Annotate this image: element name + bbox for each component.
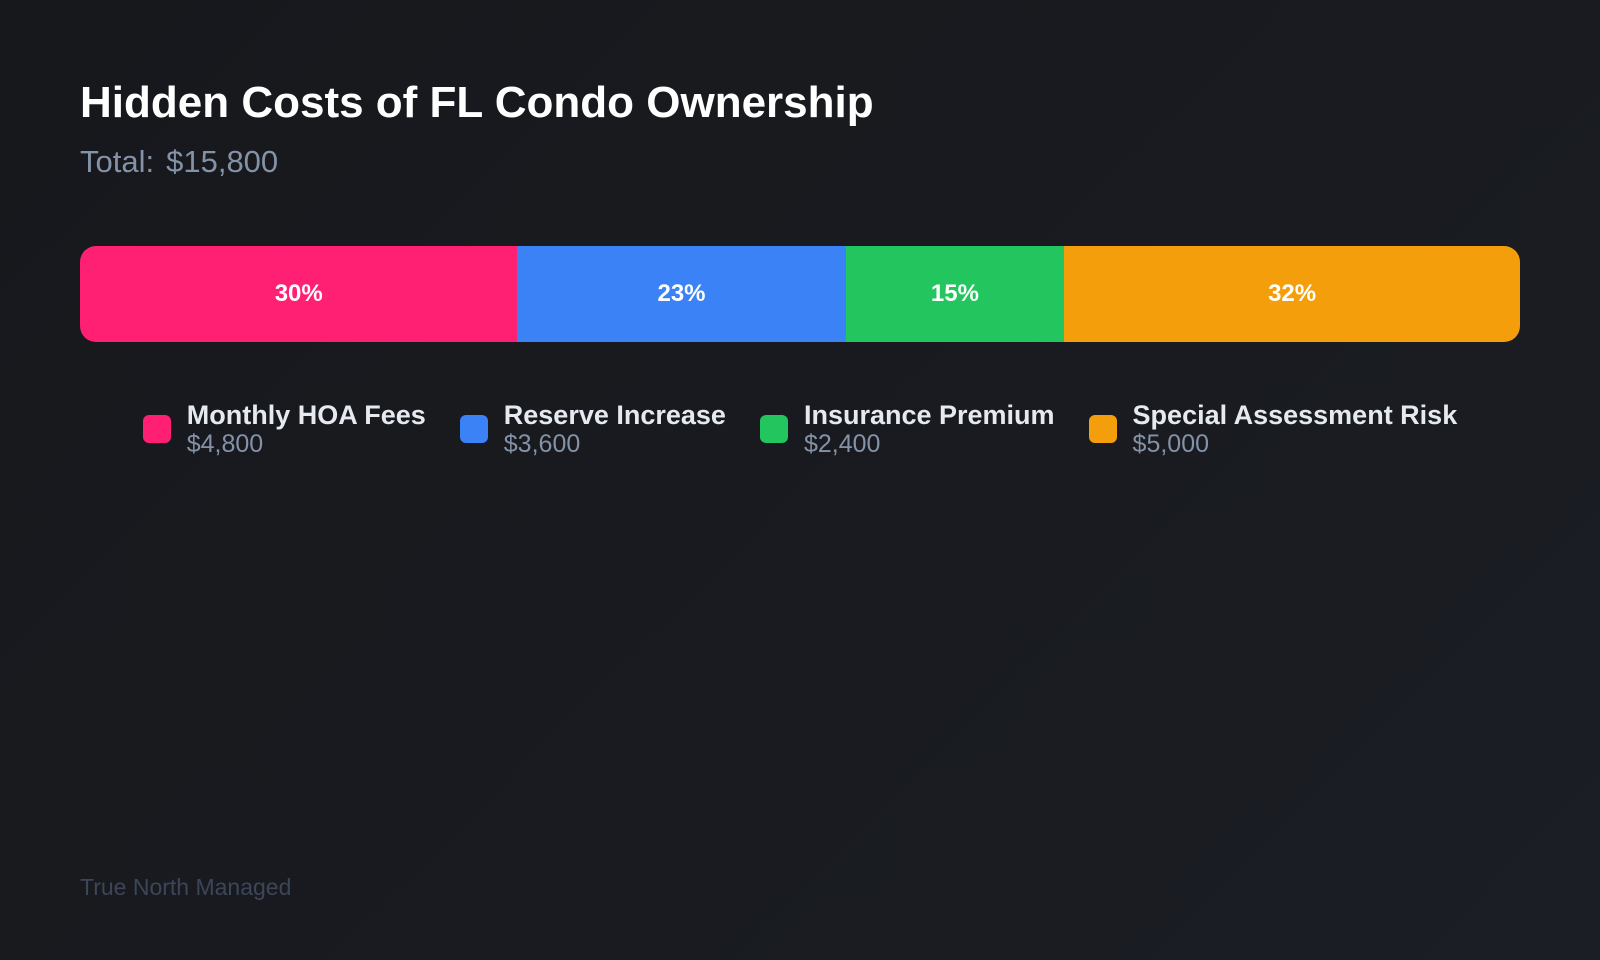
legend-label: Special Assessment Risk <box>1132 400 1458 430</box>
footer-brand: True North Managed <box>80 874 292 900</box>
bar-segment: 32% <box>1064 246 1520 342</box>
segment-percent-label: 30% <box>274 280 323 307</box>
stacked-bar: 30% 23% 15% 32% <box>80 246 1520 342</box>
legend-swatch <box>459 415 488 443</box>
chart-title: Hidden Costs of FL Condo Ownership <box>80 78 874 127</box>
bar-segment: 30% <box>80 246 518 342</box>
legend-swatch <box>142 415 171 443</box>
legend-value: $4,800 <box>186 430 264 458</box>
legend: Monthly HOA Fees $4,800 Reserve Increase $3… <box>80 400 1520 458</box>
legend-label: Monthly HOA Fees <box>186 400 426 430</box>
bar-segment: 23% <box>517 246 846 342</box>
legend-item: Special Assessment Risk $5,000 <box>1088 400 1458 458</box>
legend-label: Insurance Premium <box>803 400 1055 430</box>
legend-item: Insurance Premium $2,400 <box>759 400 1055 458</box>
legend-value: $3,600 <box>503 430 581 458</box>
segment-percent-label: 15% <box>930 280 979 307</box>
legend-swatch <box>1088 415 1117 443</box>
legend-value: $2,400 <box>803 430 881 458</box>
segment-percent-label: 23% <box>657 280 706 307</box>
total-label: Total: <box>80 144 155 179</box>
legend-item: Monthly HOA Fees $4,800 <box>142 400 426 458</box>
total-value: $15,800 <box>166 144 279 179</box>
total-summary: Total: $15,800 <box>80 144 290 180</box>
legend-value: $5,000 <box>1132 430 1210 458</box>
legend-swatch <box>759 415 788 443</box>
legend-item: Reserve Increase $3,600 <box>459 400 726 458</box>
segment-percent-label: 32% <box>1268 280 1317 307</box>
bar-segment: 15% <box>845 246 1065 342</box>
legend-label: Reserve Increase <box>503 400 726 430</box>
